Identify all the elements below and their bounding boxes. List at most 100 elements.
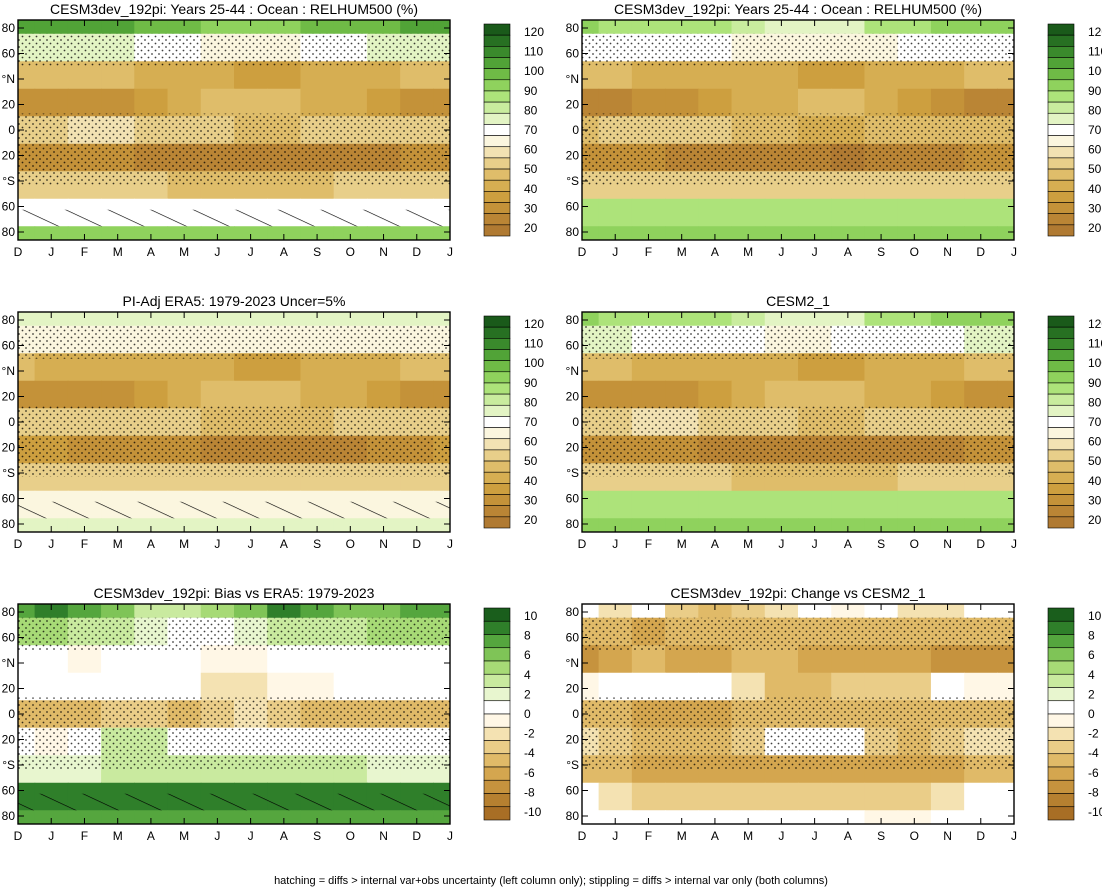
heat-cell: [698, 782, 733, 811]
heat-cell: [831, 604, 866, 619]
y-tick-label: 0: [8, 415, 15, 429]
chart-title: CESM3dev_192pi: Years 25-44 : Ocean : RE…: [50, 1, 418, 17]
x-tick-label: S: [877, 537, 885, 551]
heat-cell: [631, 88, 666, 117]
colorbar-label: 2: [1088, 687, 1095, 701]
heat-cell: [930, 312, 965, 327]
heat-cell: [582, 380, 600, 409]
colorbar: 120 110 100 90 80 70 60 50 40 30 20: [1047, 315, 1102, 529]
x-tick-label: M: [677, 829, 687, 843]
heat-cell: [831, 88, 866, 117]
heat-cell: [698, 20, 733, 35]
heat-cell: [598, 312, 633, 327]
y-tick-label: 0: [8, 123, 15, 137]
x-tick-label: F: [81, 829, 88, 843]
heat-cell: [366, 88, 401, 117]
heat-cell: [366, 20, 401, 35]
heat-cell: [997, 353, 1014, 382]
y-tick-label: °N: [2, 72, 15, 86]
heat-cell: [167, 672, 202, 701]
y-tick-label: 80: [566, 809, 580, 823]
y-tick-label: 20: [2, 441, 16, 455]
colorbar-bin: [483, 68, 511, 81]
y-tick-label: 80: [2, 313, 16, 327]
heat-cell: [997, 810, 1014, 824]
y-tick-label: 60: [566, 784, 580, 798]
colorbar-bin: [483, 779, 511, 794]
colorbar-label: 40: [1088, 474, 1102, 488]
colorbar-bin: [1047, 46, 1075, 58]
y-tick-label: 20: [566, 733, 580, 747]
x-tick-label: N: [379, 537, 388, 551]
colorbar-bin: [483, 516, 511, 529]
x-tick-label: D: [412, 245, 421, 259]
heat-cell: [400, 380, 434, 409]
heat-cell: [582, 88, 600, 117]
heat-cell: [964, 88, 998, 117]
heat-cell: [34, 672, 69, 701]
heat-cell: [930, 226, 965, 240]
colorbar-label: 110: [1088, 337, 1102, 351]
heat-cell: [366, 518, 401, 532]
colorbar-bin: [483, 427, 511, 440]
colorbar-bin: [1047, 505, 1075, 518]
heat-cell: [598, 782, 633, 811]
heat-cell: [18, 312, 36, 327]
heat-cell: [167, 312, 202, 327]
x-tick-label: J: [1011, 537, 1017, 551]
heat-cell: [400, 88, 434, 117]
heat-cell: [300, 604, 335, 619]
heat-cell: [18, 88, 36, 117]
colorbar-label: 60: [1088, 435, 1102, 449]
colorbar-bin: [1047, 766, 1075, 781]
heat-cell: [101, 380, 135, 409]
heat-cell: [964, 20, 998, 35]
y-tick-label: 20: [2, 98, 16, 112]
colorbar-bin: [1047, 647, 1075, 662]
heat-cell: [200, 226, 235, 240]
heat-cell: [831, 518, 866, 532]
heat-cell: [18, 61, 36, 90]
colorbar-bin: [483, 213, 511, 226]
colorbar-label: 6: [1088, 648, 1095, 662]
heatmap-cells: [582, 604, 1014, 824]
heat-cell: [34, 88, 69, 117]
heat-cell: [631, 312, 666, 327]
colorbar-bin: [1047, 90, 1075, 103]
heat-cell: [582, 20, 600, 35]
chart-panel: CESM3dev_192pi: Years 25-44 : Ocean : RE…: [2, 1, 453, 259]
x-tick-label: J: [48, 537, 54, 551]
heat-cell: [764, 20, 799, 35]
colorbar: 120 110 100 90 80 70 60 50 40 30 20: [483, 315, 544, 529]
heat-cell: [300, 380, 335, 409]
colorbar-label: 10: [1088, 609, 1102, 623]
colorbar-bin: [1047, 34, 1075, 47]
x-tick-label: D: [14, 829, 23, 843]
colorbar-label: -8: [1088, 785, 1099, 799]
x-tick-label: N: [943, 245, 952, 259]
x-tick-label: J: [812, 245, 818, 259]
heat-cell: [897, 20, 932, 35]
heat-cell: [400, 672, 434, 701]
y-tick-label: 20: [566, 149, 580, 163]
heat-cell: [598, 380, 633, 409]
heat-cell: [200, 88, 235, 117]
y-tick-label: 80: [2, 225, 16, 239]
chart-panel: PI-Adj ERA5: 1979-2023 Uncer=5% D J F M A M J J A…: [2, 293, 453, 551]
heat-cell: [18, 20, 36, 35]
x-tick-label: M: [179, 829, 189, 843]
heat-cell: [234, 380, 268, 409]
y-tick-label: 20: [566, 682, 580, 696]
heat-cell: [18, 810, 36, 824]
heat-cell: [267, 88, 302, 117]
heat-cell: [798, 312, 832, 327]
colorbar-label: 120: [1088, 25, 1102, 39]
x-tick-label: A: [147, 537, 155, 551]
colorbar-bin: [1047, 338, 1075, 350]
colorbar-bin: [483, 494, 511, 506]
heat-cell: [333, 20, 368, 35]
heat-cell: [200, 20, 235, 35]
heat-cell: [997, 490, 1014, 519]
heat-cell: [864, 312, 899, 327]
colorbar-bin: [483, 700, 511, 715]
